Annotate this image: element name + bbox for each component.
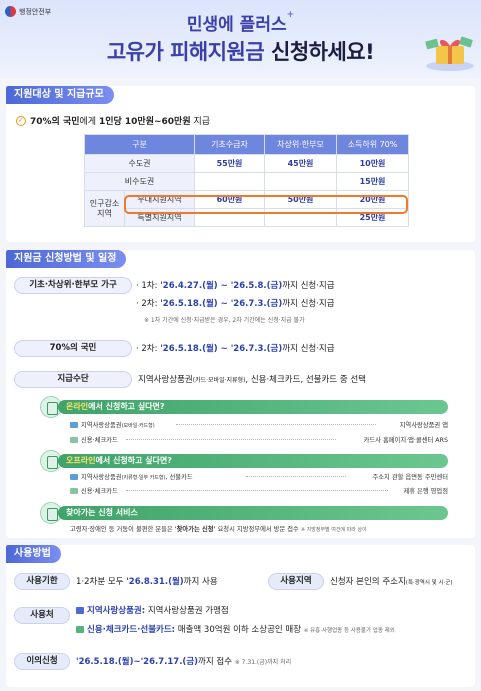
computer-icon	[40, 396, 62, 418]
voucher-icon	[70, 474, 78, 480]
label-70-percent: 70%의 국민	[14, 340, 132, 357]
payment-methods: 지역사랑상품권(카드·모바일·지류형), 신용·체크카드, 선불카드 중 선택	[138, 375, 366, 385]
card-icon	[70, 488, 78, 494]
voucher-icon	[76, 607, 84, 614]
table-header: 소득하위 70%	[336, 134, 409, 155]
objection-period: '26.5.18.(월)~'26.7.17.(금)까지 접수 ※ 7.31.(금…	[76, 657, 292, 667]
round-note: ※ 1차 기간에 신청·지급받은 경우, 2차 기간에는 신청·지급 불가	[144, 317, 305, 324]
offline-r2: 제휴 은행 영업점	[403, 488, 448, 495]
usage-place1: 지역사랑상품권: 지역사랑상품권 가맹점	[76, 604, 229, 616]
divider	[126, 439, 336, 440]
usage-place2: 신용·체크카드·선불카드: 매출액 30억원 이하 소상공인 매장 ※ 유흥·사…	[76, 623, 395, 635]
usage-deadline: 1·2차분 모두 '26.8.31.(월)까지 사용	[76, 577, 218, 587]
online-line1: 지역사랑상품권(모바일·카드형)	[70, 420, 155, 429]
divider	[246, 476, 346, 477]
money-gift-illustration-icon	[425, 36, 474, 71]
voucher-icon	[70, 422, 78, 428]
online-line2: 신용·체크카드	[70, 435, 118, 444]
plus-star-icon: +	[286, 10, 295, 20]
support-amount-table: 구분 기초수급자 차상위·한부모 소득하위 70% 수도권 55만원 45만원 …	[84, 134, 409, 227]
headline-line2: 고유가 피해지원금 신청하세요!	[106, 40, 375, 64]
visit-heading: 찾아가는 신청 서비스	[58, 506, 448, 520]
card-icon	[76, 626, 84, 633]
group-label: 인구감소 지역	[84, 190, 125, 227]
building-icon	[40, 450, 62, 472]
offline-heading: 오프라인에서 신청하고 싶다면?	[58, 454, 448, 468]
card-icon	[70, 437, 78, 443]
highlight-row-outline	[124, 195, 408, 214]
label-payment-method: 지급수단	[14, 371, 132, 388]
label-low-income: 기초·차상위·한부모 가구	[14, 277, 132, 294]
section-title-eligibility: 지원대상 및 지급규모	[6, 86, 114, 104]
table-header: 구분	[84, 134, 195, 155]
schedule-70-percent: · 2차: '26.5.18.(월) ~ '26.7.3.(금)까지 신청·지급	[136, 344, 335, 354]
label-objection: 이의신청	[14, 653, 70, 670]
table-row: 수도권 55만원 45만원 10만원	[84, 154, 409, 173]
schedule-round2: · 2차: '26.5.18.(월) ~ '26.7.3.(금)까지 신청·지급	[136, 299, 335, 309]
label-region: 사용지역	[268, 573, 324, 590]
table-header-row: 구분 기초수급자 차상위·한부모 소득하위 70%	[84, 134, 409, 155]
ministry-badge: 행정안전부	[5, 6, 51, 17]
divider	[126, 490, 388, 491]
helper-person-icon	[40, 502, 62, 524]
check-circle-icon: ✓	[16, 115, 26, 126]
offline-line2: 신용·체크카드	[70, 486, 118, 495]
online-r2: 카드사 홈페이지·앱·콜센터 ARS	[363, 437, 448, 444]
eligibility-lead: ✓ 70%의 국민에게 1인당 10만원~60만원 지급	[16, 114, 210, 127]
section-application: 지원금 신청방법 및 일정 기초·차상위·한부모 가구 · 1차: '26.4.…	[6, 250, 475, 538]
section-usage: 사용방법 사용기한 1·2차분 모두 '26.8.31.(월)까지 사용 사용지…	[6, 545, 475, 687]
online-heading: 온라인에서 신청하고 싶다면?	[58, 400, 448, 414]
table-header: 기초수급자	[194, 134, 265, 155]
divider	[176, 424, 376, 425]
header-banner: 행정안전부 민생에 플러스+ 고유가 피해지원금 신청하세요!	[0, 0, 481, 78]
label-deadline: 사용기한	[14, 573, 70, 590]
schedule-round1: · 1차: '26.4.27.(월) ~ '26.5.8.(금)까지 신청·지급	[136, 281, 335, 291]
offline-r1: 주소지 관할 읍면동 주민센터	[372, 474, 448, 481]
section-title-usage: 사용방법	[6, 545, 61, 563]
usage-region: 신청자 본인의 주소지(특·광역시 및 시·군)	[330, 577, 453, 587]
ministry-name: 행정안전부	[19, 7, 52, 16]
table-row: 비수도권 15만원	[84, 172, 409, 191]
table-header: 차상위·한부모	[264, 134, 337, 155]
offline-line1: 지역사랑상품권(지류형·일부 카드형), 선불카드	[70, 472, 193, 481]
section-title-application: 지원금 신청방법 및 일정	[6, 250, 127, 268]
headline-line1: 민생에 플러스+	[186, 10, 295, 35]
government-logo-icon	[5, 6, 16, 17]
online-r1: 지역사랑상품권 앱	[399, 422, 448, 429]
visit-text: 고령자·장애인 등 거동이 불편한 분들은 '찾아가는 신청' 요청시 지방정부…	[70, 526, 367, 533]
label-places: 사용처	[14, 607, 70, 624]
